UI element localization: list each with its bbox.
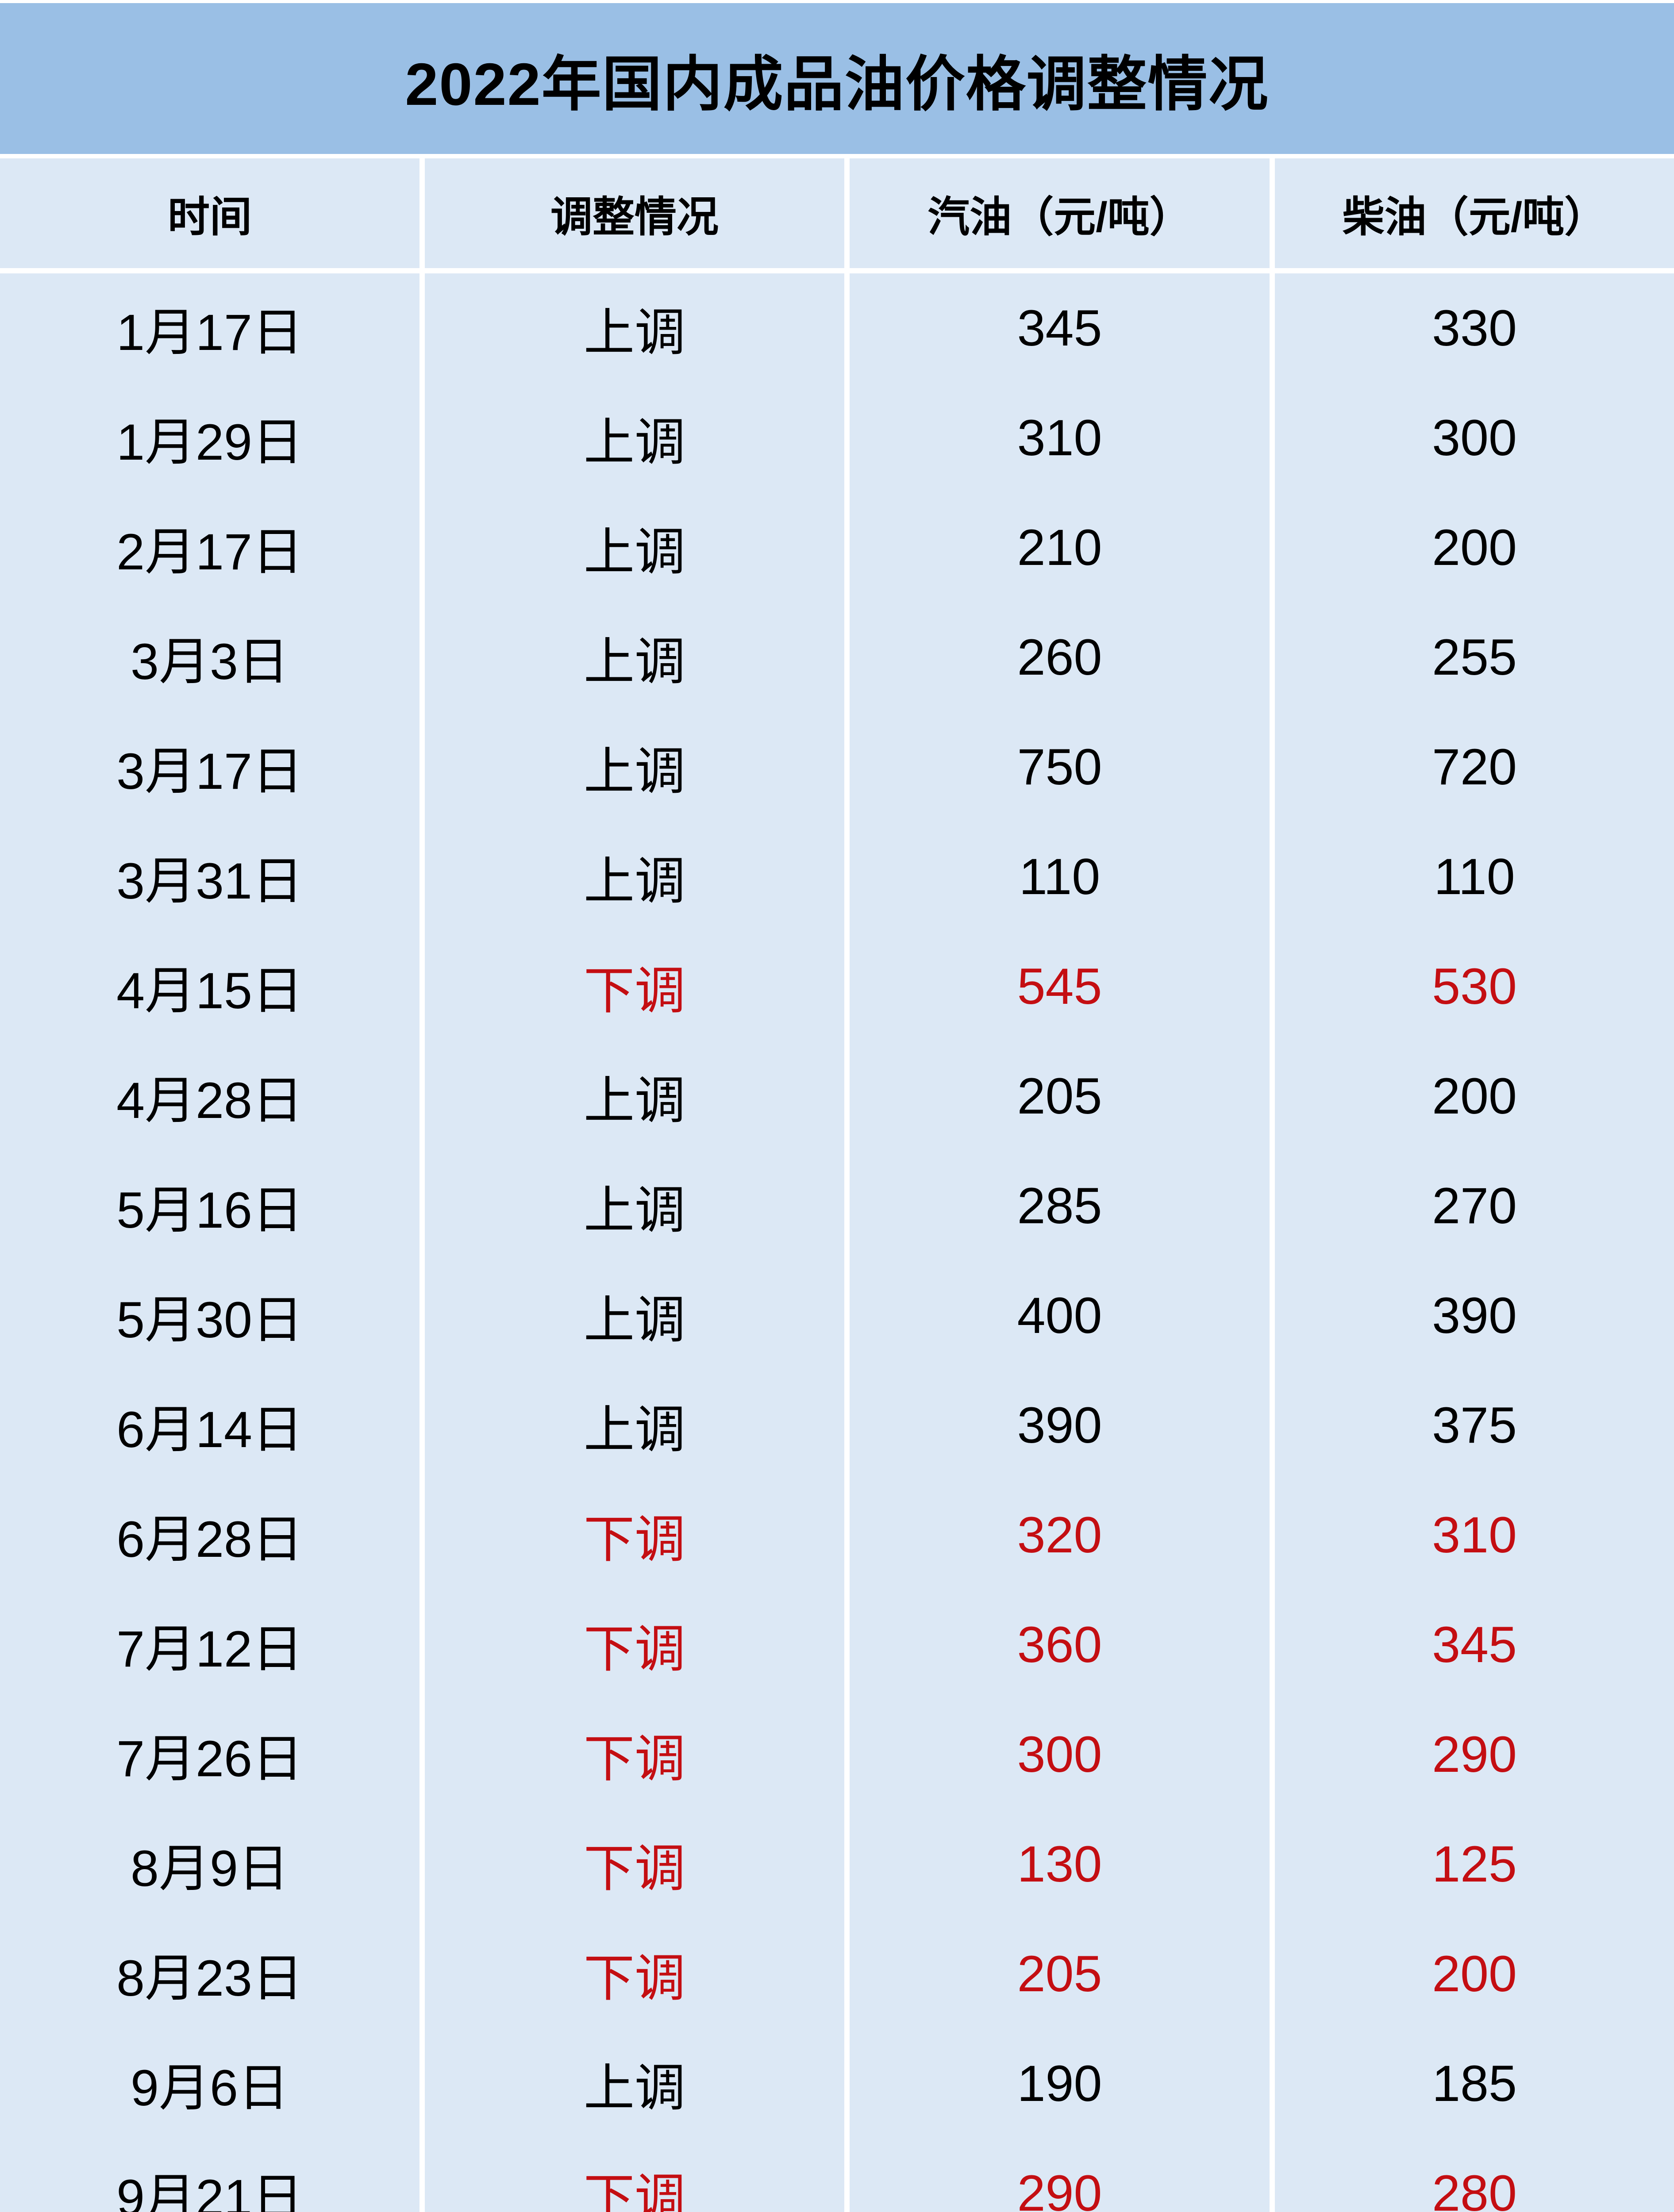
table-row: 3月17日 上调 750 720 <box>0 712 1674 822</box>
cell-date: 8月23日 <box>0 1919 419 2029</box>
cell-gasoline: 360 <box>850 1590 1270 1700</box>
cell-date: 1月29日 <box>0 383 419 493</box>
column-header-diesel: 柴油（元/吨） <box>1275 158 1674 268</box>
cell-gasoline: 205 <box>850 1919 1270 2029</box>
column-header-adjustment: 调整情况 <box>425 158 844 268</box>
cell-gasoline: 390 <box>850 1371 1270 1480</box>
table-row: 4月28日 上调 205 200 <box>0 1041 1674 1151</box>
table-row: 3月3日 上调 260 255 <box>0 603 1674 712</box>
cell-gasoline: 345 <box>850 273 1270 383</box>
cell-gasoline: 210 <box>850 493 1270 603</box>
column-header-time: 时间 <box>0 158 419 268</box>
cell-diesel: 290 <box>1275 1700 1674 1809</box>
title-bar: 2022年国内成品油价格调整情况 <box>0 3 1674 154</box>
cell-gasoline: 400 <box>850 1261 1270 1371</box>
cell-date: 5月16日 <box>0 1151 419 1261</box>
cell-date: 1月17日 <box>0 273 419 383</box>
table-row: 5月16日 上调 285 270 <box>0 1151 1674 1261</box>
cell-diesel: 270 <box>1275 1151 1674 1261</box>
cell-adjustment: 上调 <box>425 822 844 932</box>
cell-date: 6月28日 <box>0 1480 419 1590</box>
cell-adjustment: 上调 <box>425 712 844 822</box>
table-body: 1月17日 上调 345 330 1月29日 上调 310 300 2月17日 上调 210 200 3… <box>0 273 1674 2212</box>
cell-date: 3月17日 <box>0 712 419 822</box>
table-row: 9月21日 下调 290 280 <box>0 2139 1674 2212</box>
cell-diesel: 200 <box>1275 1041 1674 1151</box>
cell-gasoline: 285 <box>850 1151 1270 1261</box>
cell-gasoline: 110 <box>850 822 1270 932</box>
cell-adjustment: 上调 <box>425 603 844 712</box>
cell-diesel: 310 <box>1275 1480 1674 1590</box>
cell-gasoline: 300 <box>850 1700 1270 1809</box>
cell-diesel: 200 <box>1275 1919 1674 2029</box>
page-title: 2022年国内成品油价格调整情况 <box>405 50 1269 118</box>
cell-diesel: 330 <box>1275 273 1674 383</box>
cell-adjustment: 上调 <box>425 1151 844 1261</box>
cell-adjustment: 下调 <box>425 1809 844 1919</box>
cell-date: 6月14日 <box>0 1371 419 1480</box>
cell-gasoline: 545 <box>850 932 1270 1041</box>
cell-date: 7月12日 <box>0 1590 419 1700</box>
cell-diesel: 280 <box>1275 2139 1674 2212</box>
cell-date: 3月31日 <box>0 822 419 932</box>
table-row: 2月17日 上调 210 200 <box>0 493 1674 603</box>
cell-gasoline: 130 <box>850 1809 1270 1919</box>
cell-date: 7月26日 <box>0 1700 419 1809</box>
cell-diesel: 110 <box>1275 822 1674 932</box>
cell-diesel: 530 <box>1275 932 1674 1041</box>
cell-adjustment: 上调 <box>425 1261 844 1371</box>
table-row: 5月30日 上调 400 390 <box>0 1261 1674 1371</box>
cell-gasoline: 310 <box>850 383 1270 493</box>
cell-date: 4月15日 <box>0 932 419 1041</box>
column-header-gasoline: 汽油（元/吨） <box>850 158 1270 268</box>
table-row: 8月9日 下调 130 125 <box>0 1809 1674 1919</box>
cell-gasoline: 205 <box>850 1041 1270 1151</box>
cell-date: 8月9日 <box>0 1809 419 1919</box>
cell-adjustment: 下调 <box>425 1700 844 1809</box>
cell-diesel: 375 <box>1275 1371 1674 1480</box>
cell-adjustment: 上调 <box>425 2029 844 2139</box>
table-row: 7月26日 下调 300 290 <box>0 1700 1674 1809</box>
table-row: 1月29日 上调 310 300 <box>0 383 1674 493</box>
cell-adjustment: 下调 <box>425 1480 844 1590</box>
cell-gasoline: 260 <box>850 603 1270 712</box>
table-row: 1月17日 上调 345 330 <box>0 273 1674 383</box>
cell-adjustment: 下调 <box>425 1590 844 1700</box>
cell-adjustment: 下调 <box>425 1919 844 2029</box>
table-row: 3月31日 上调 110 110 <box>0 822 1674 932</box>
cell-adjustment: 下调 <box>425 932 844 1041</box>
cell-diesel: 185 <box>1275 2029 1674 2139</box>
table-header-row: 时间 调整情况 汽油（元/吨） 柴油（元/吨） <box>0 158 1674 268</box>
cell-adjustment: 上调 <box>425 383 844 493</box>
table-row: 9月6日 上调 190 185 <box>0 2029 1674 2139</box>
cell-gasoline: 190 <box>850 2029 1270 2139</box>
cell-adjustment: 上调 <box>425 273 844 383</box>
cell-date: 5月30日 <box>0 1261 419 1371</box>
cell-diesel: 390 <box>1275 1261 1674 1371</box>
cell-diesel: 125 <box>1275 1809 1674 1919</box>
table-row: 7月12日 下调 360 345 <box>0 1590 1674 1700</box>
table-row: 6月28日 下调 320 310 <box>0 1480 1674 1590</box>
cell-gasoline: 290 <box>850 2139 1270 2212</box>
table-row: 8月23日 下调 205 200 <box>0 1919 1674 2029</box>
cell-date: 2月17日 <box>0 493 419 603</box>
cell-diesel: 300 <box>1275 383 1674 493</box>
cell-date: 9月6日 <box>0 2029 419 2139</box>
cell-date: 9月21日 <box>0 2139 419 2212</box>
cell-adjustment: 上调 <box>425 1041 844 1151</box>
cell-adjustment: 上调 <box>425 493 844 603</box>
cell-adjustment: 下调 <box>425 2139 844 2212</box>
cell-date: 3月3日 <box>0 603 419 712</box>
cell-diesel: 200 <box>1275 493 1674 603</box>
cell-diesel: 720 <box>1275 712 1674 822</box>
cell-diesel: 345 <box>1275 1590 1674 1700</box>
cell-diesel: 255 <box>1275 603 1674 712</box>
cell-gasoline: 750 <box>850 712 1270 822</box>
cell-adjustment: 上调 <box>425 1371 844 1480</box>
table-row: 4月15日 下调 545 530 <box>0 932 1674 1041</box>
table-row: 6月14日 上调 390 375 <box>0 1371 1674 1480</box>
cell-date: 4月28日 <box>0 1041 419 1151</box>
cell-gasoline: 320 <box>850 1480 1270 1590</box>
